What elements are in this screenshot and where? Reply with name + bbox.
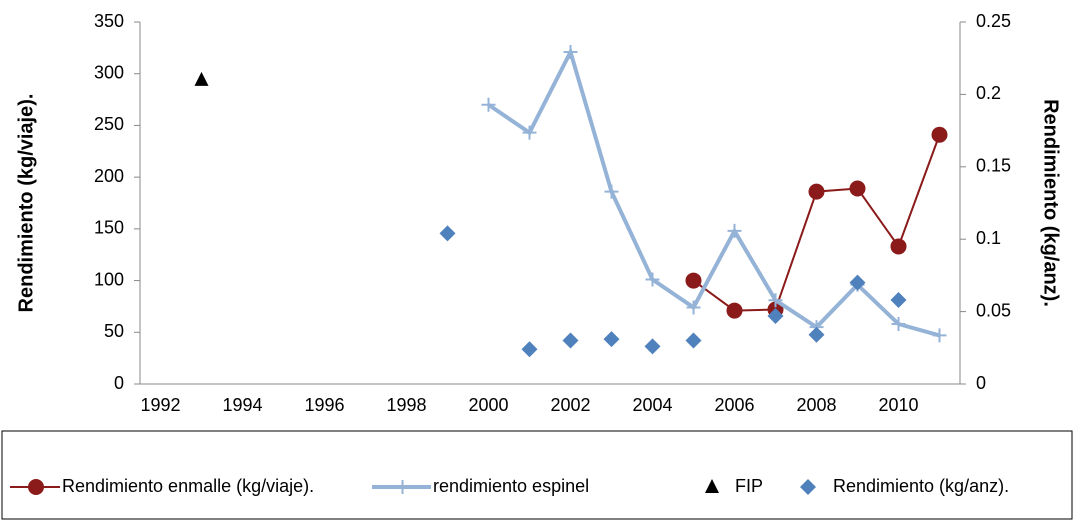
y-tick-label: 150: [94, 218, 124, 238]
y-tick-label: 100: [94, 269, 124, 289]
data-point: [603, 331, 620, 348]
x-tick-label: 2000: [468, 395, 508, 415]
y2-tick-label: 0.1: [976, 228, 1001, 248]
data-point: [194, 71, 209, 86]
y-tick-label: 200: [94, 166, 124, 186]
y-tick-label: 300: [94, 62, 124, 82]
data-point: [808, 183, 825, 200]
y-tick-label: 250: [94, 114, 124, 134]
series-line: [692, 134, 941, 312]
x-tick-label: 2004: [632, 395, 672, 415]
x-tick-label: 1992: [140, 395, 180, 415]
data-point: [685, 332, 702, 349]
data-point: [890, 292, 907, 309]
y-tick-label: 50: [104, 321, 124, 341]
y2-tick-label: 0.25: [976, 11, 1011, 31]
data-point: [931, 126, 948, 143]
data-point: [849, 274, 866, 291]
x-tick-label: 2010: [878, 395, 918, 415]
legend-marker: [28, 479, 44, 495]
y2-tick-label: 0.15: [976, 156, 1011, 176]
data-point: [563, 44, 578, 59]
y2-tick-label: 0.05: [976, 300, 1011, 320]
y2-axis-title: Rendimiento (kg/anz).: [1040, 99, 1062, 307]
series-line: [487, 46, 941, 338]
data-point: [522, 125, 537, 140]
data-point: [727, 223, 742, 238]
x-tick-label: 2008: [796, 395, 836, 415]
x-tick-label: 2002: [550, 395, 590, 415]
data-point: [521, 341, 538, 358]
data-point: [890, 238, 907, 255]
legend-label: Rendimiento (kg/anz).: [833, 476, 1009, 496]
x-tick-label: 2006: [714, 395, 754, 415]
data-point: [767, 307, 784, 324]
y2-tick-label: 0: [976, 373, 986, 393]
data-point: [562, 332, 579, 349]
data-point: [726, 302, 743, 319]
x-tick-label: 1996: [304, 395, 344, 415]
data-point: [849, 180, 866, 197]
x-tick-label: 1994: [222, 395, 262, 415]
x-tick-label: 1998: [386, 395, 426, 415]
data-point: [768, 293, 783, 308]
data-point: [685, 272, 702, 289]
legend-label: rendimiento espinel: [433, 476, 589, 496]
y-tick-label: 0: [114, 373, 124, 393]
data-point: [891, 317, 906, 332]
legend-marker: [800, 479, 816, 495]
data-point: [645, 272, 660, 287]
data-point: [932, 328, 947, 343]
data-point: [439, 225, 456, 242]
data-point: [604, 184, 619, 199]
legend-label: Rendimiento enmalle (kg/viaje).: [62, 476, 314, 496]
legend-label: FIP: [735, 476, 763, 496]
data-point: [686, 300, 701, 315]
y-axis-title: Rendimiento (kg/viaje).: [15, 94, 37, 313]
legend-box: [1, 430, 1073, 520]
legend-marker: [705, 479, 719, 493]
legend-marker: [395, 480, 410, 494]
data-point: [481, 97, 496, 112]
y2-tick-label: 0.2: [976, 83, 1001, 103]
y-tick-label: 350: [94, 11, 124, 31]
data-point: [808, 326, 825, 343]
data-point: [644, 338, 661, 355]
